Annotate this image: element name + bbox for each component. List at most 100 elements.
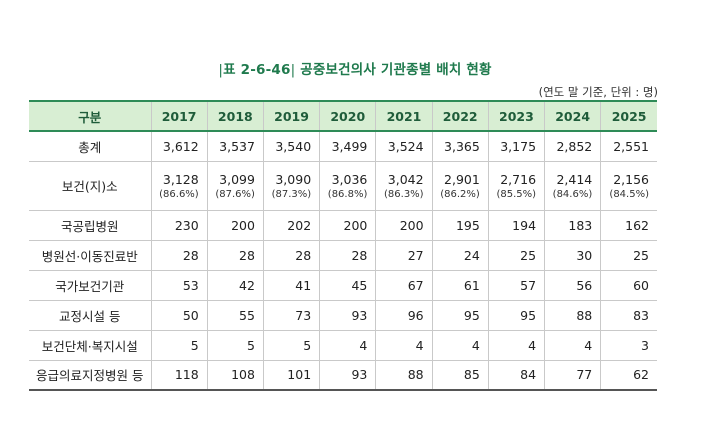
cell-value: 2,551 xyxy=(613,138,649,154)
cell-percent: (84.6%) xyxy=(552,188,593,200)
cell-value: 25 xyxy=(520,247,537,263)
table-cell: 2,551 xyxy=(600,131,657,162)
cell-value: 84 xyxy=(520,367,537,383)
cell-value: 3,042 xyxy=(387,171,424,187)
cell-value: 101 xyxy=(287,367,312,383)
table-cell: 61 xyxy=(432,270,489,301)
cell-value: 200 xyxy=(343,217,368,233)
table-cell: 77 xyxy=(544,360,602,391)
row-label: 응급의료지정병원 등 xyxy=(29,360,152,391)
cell-value: 77 xyxy=(576,367,593,383)
cell-value: 57 xyxy=(520,277,537,293)
cell-value: 2,414 xyxy=(556,171,593,187)
table-cell: 27 xyxy=(375,240,433,271)
placement-table: 구분 2017 2018 2019 2020 2021 2022 2023 20… xyxy=(29,100,657,391)
cell-percent: (86.8%) xyxy=(327,188,368,200)
cell-percent: (86.6%) xyxy=(159,188,199,200)
cell-value: 194 xyxy=(512,217,537,233)
table-cell: 3,365 xyxy=(432,131,489,162)
table-cell: 56 xyxy=(544,270,602,301)
caption-title: 공중보건의사 기관종별 배치 현황 xyxy=(300,62,492,78)
row-label: 보건(지)소 xyxy=(29,161,152,211)
table-cell: 108 xyxy=(207,360,264,391)
table-cell: 84 xyxy=(488,360,546,391)
cell-value: 5 xyxy=(303,337,312,353)
header-year: 2024 xyxy=(544,100,602,132)
table-cell: 2,414 (84.6%) xyxy=(544,161,602,211)
table-cell: 202 xyxy=(263,210,321,241)
table-cell: 50 xyxy=(151,300,208,331)
table-cell: 45 xyxy=(319,270,377,301)
table-row: 총계 3,612 3,537 3,540 3,499 3,524 3,365 3,175 2,8… xyxy=(29,131,657,162)
cell-percent: (85.5%) xyxy=(496,188,537,200)
cell-percent: (87.6%) xyxy=(215,188,255,200)
cell-value: 108 xyxy=(231,367,255,383)
cell-value: 195 xyxy=(455,217,480,233)
cell-value: 42 xyxy=(239,277,255,293)
cell-value: 45 xyxy=(351,277,368,293)
table-cell: 3,524 xyxy=(375,131,433,162)
cell-value: 85 xyxy=(463,367,480,383)
cell-value: 5 xyxy=(190,337,199,353)
table-cell: 230 xyxy=(151,210,208,241)
cell-value: 25 xyxy=(633,247,649,263)
cell-value: 96 xyxy=(407,307,424,323)
table-cell: 3,175 xyxy=(488,131,546,162)
cell-value: 3,537 xyxy=(219,138,255,154)
table-cell: 28 xyxy=(263,240,321,271)
header-category: 구분 xyxy=(29,100,152,132)
cell-value: 30 xyxy=(576,247,593,263)
cell-value: 3,128 xyxy=(162,171,199,187)
table-cell: 2,156 (84.5%) xyxy=(600,161,657,211)
table-row: 국공립병원 230 200 202 200 200 195 194 183 162 xyxy=(29,210,657,241)
cell-value: 200 xyxy=(231,217,255,233)
caption-number: 표 2-6-46 xyxy=(223,62,291,78)
table-cell: 42 xyxy=(207,270,264,301)
unit-note: (연도 말 기준, 단위 : 명) xyxy=(538,85,658,99)
cell-value: 4 xyxy=(528,337,537,353)
header-year: 2022 xyxy=(432,100,489,132)
table-cell: 3,128 (86.6%) xyxy=(151,161,208,211)
row-label: 국가보건기관 xyxy=(29,270,152,301)
cell-value: 28 xyxy=(351,247,368,263)
row-label: 총계 xyxy=(29,131,152,162)
table-cell: 200 xyxy=(207,210,264,241)
cell-value: 50 xyxy=(182,307,199,323)
table-cell: 3,540 xyxy=(263,131,321,162)
table-cell: 4 xyxy=(319,330,377,361)
header-year: 2020 xyxy=(319,100,377,132)
cell-value: 4 xyxy=(584,337,593,353)
row-label: 교정시설 등 xyxy=(29,300,152,331)
table-cell: 2,852 xyxy=(544,131,602,162)
cell-value: 28 xyxy=(182,247,199,263)
table-cell: 3,499 xyxy=(319,131,377,162)
header-year: 2017 xyxy=(151,100,208,132)
table-row: 보건단체·복지시설 5 5 5 4 4 4 4 4 3 xyxy=(29,330,657,361)
cell-value: 4 xyxy=(359,337,368,353)
table-cell: 93 xyxy=(319,360,377,391)
cell-value: 55 xyxy=(239,307,255,323)
header-year: 2025 xyxy=(600,100,657,132)
table-cell: 85 xyxy=(432,360,489,391)
cell-value: 88 xyxy=(407,367,424,383)
cell-percent: (87.3%) xyxy=(271,188,312,200)
cell-value: 5 xyxy=(246,337,255,353)
table-cell: 73 xyxy=(263,300,321,331)
table-row: 보건(지)소 3,128 (86.6%) 3,099 (87.6%) 3,090 (87.3… xyxy=(29,161,657,211)
table-cell: 62 xyxy=(600,360,657,391)
row-label: 보건단체·복지시설 xyxy=(29,330,152,361)
header-year: 2023 xyxy=(488,100,546,132)
cell-value: 41 xyxy=(295,277,312,293)
table-cell: 28 xyxy=(207,240,264,271)
cell-value: 3,365 xyxy=(444,138,480,154)
row-label: 국공립병원 xyxy=(29,210,152,241)
cell-value: 61 xyxy=(463,277,480,293)
table-cell: 67 xyxy=(375,270,433,301)
cell-value: 3,175 xyxy=(500,138,537,154)
cell-value: 93 xyxy=(351,307,368,323)
caption-bar-right: | xyxy=(290,62,296,78)
cell-value: 3,036 xyxy=(331,171,368,187)
cell-value: 27 xyxy=(407,247,424,263)
cell-value: 28 xyxy=(295,247,312,263)
table-cell: 57 xyxy=(488,270,546,301)
